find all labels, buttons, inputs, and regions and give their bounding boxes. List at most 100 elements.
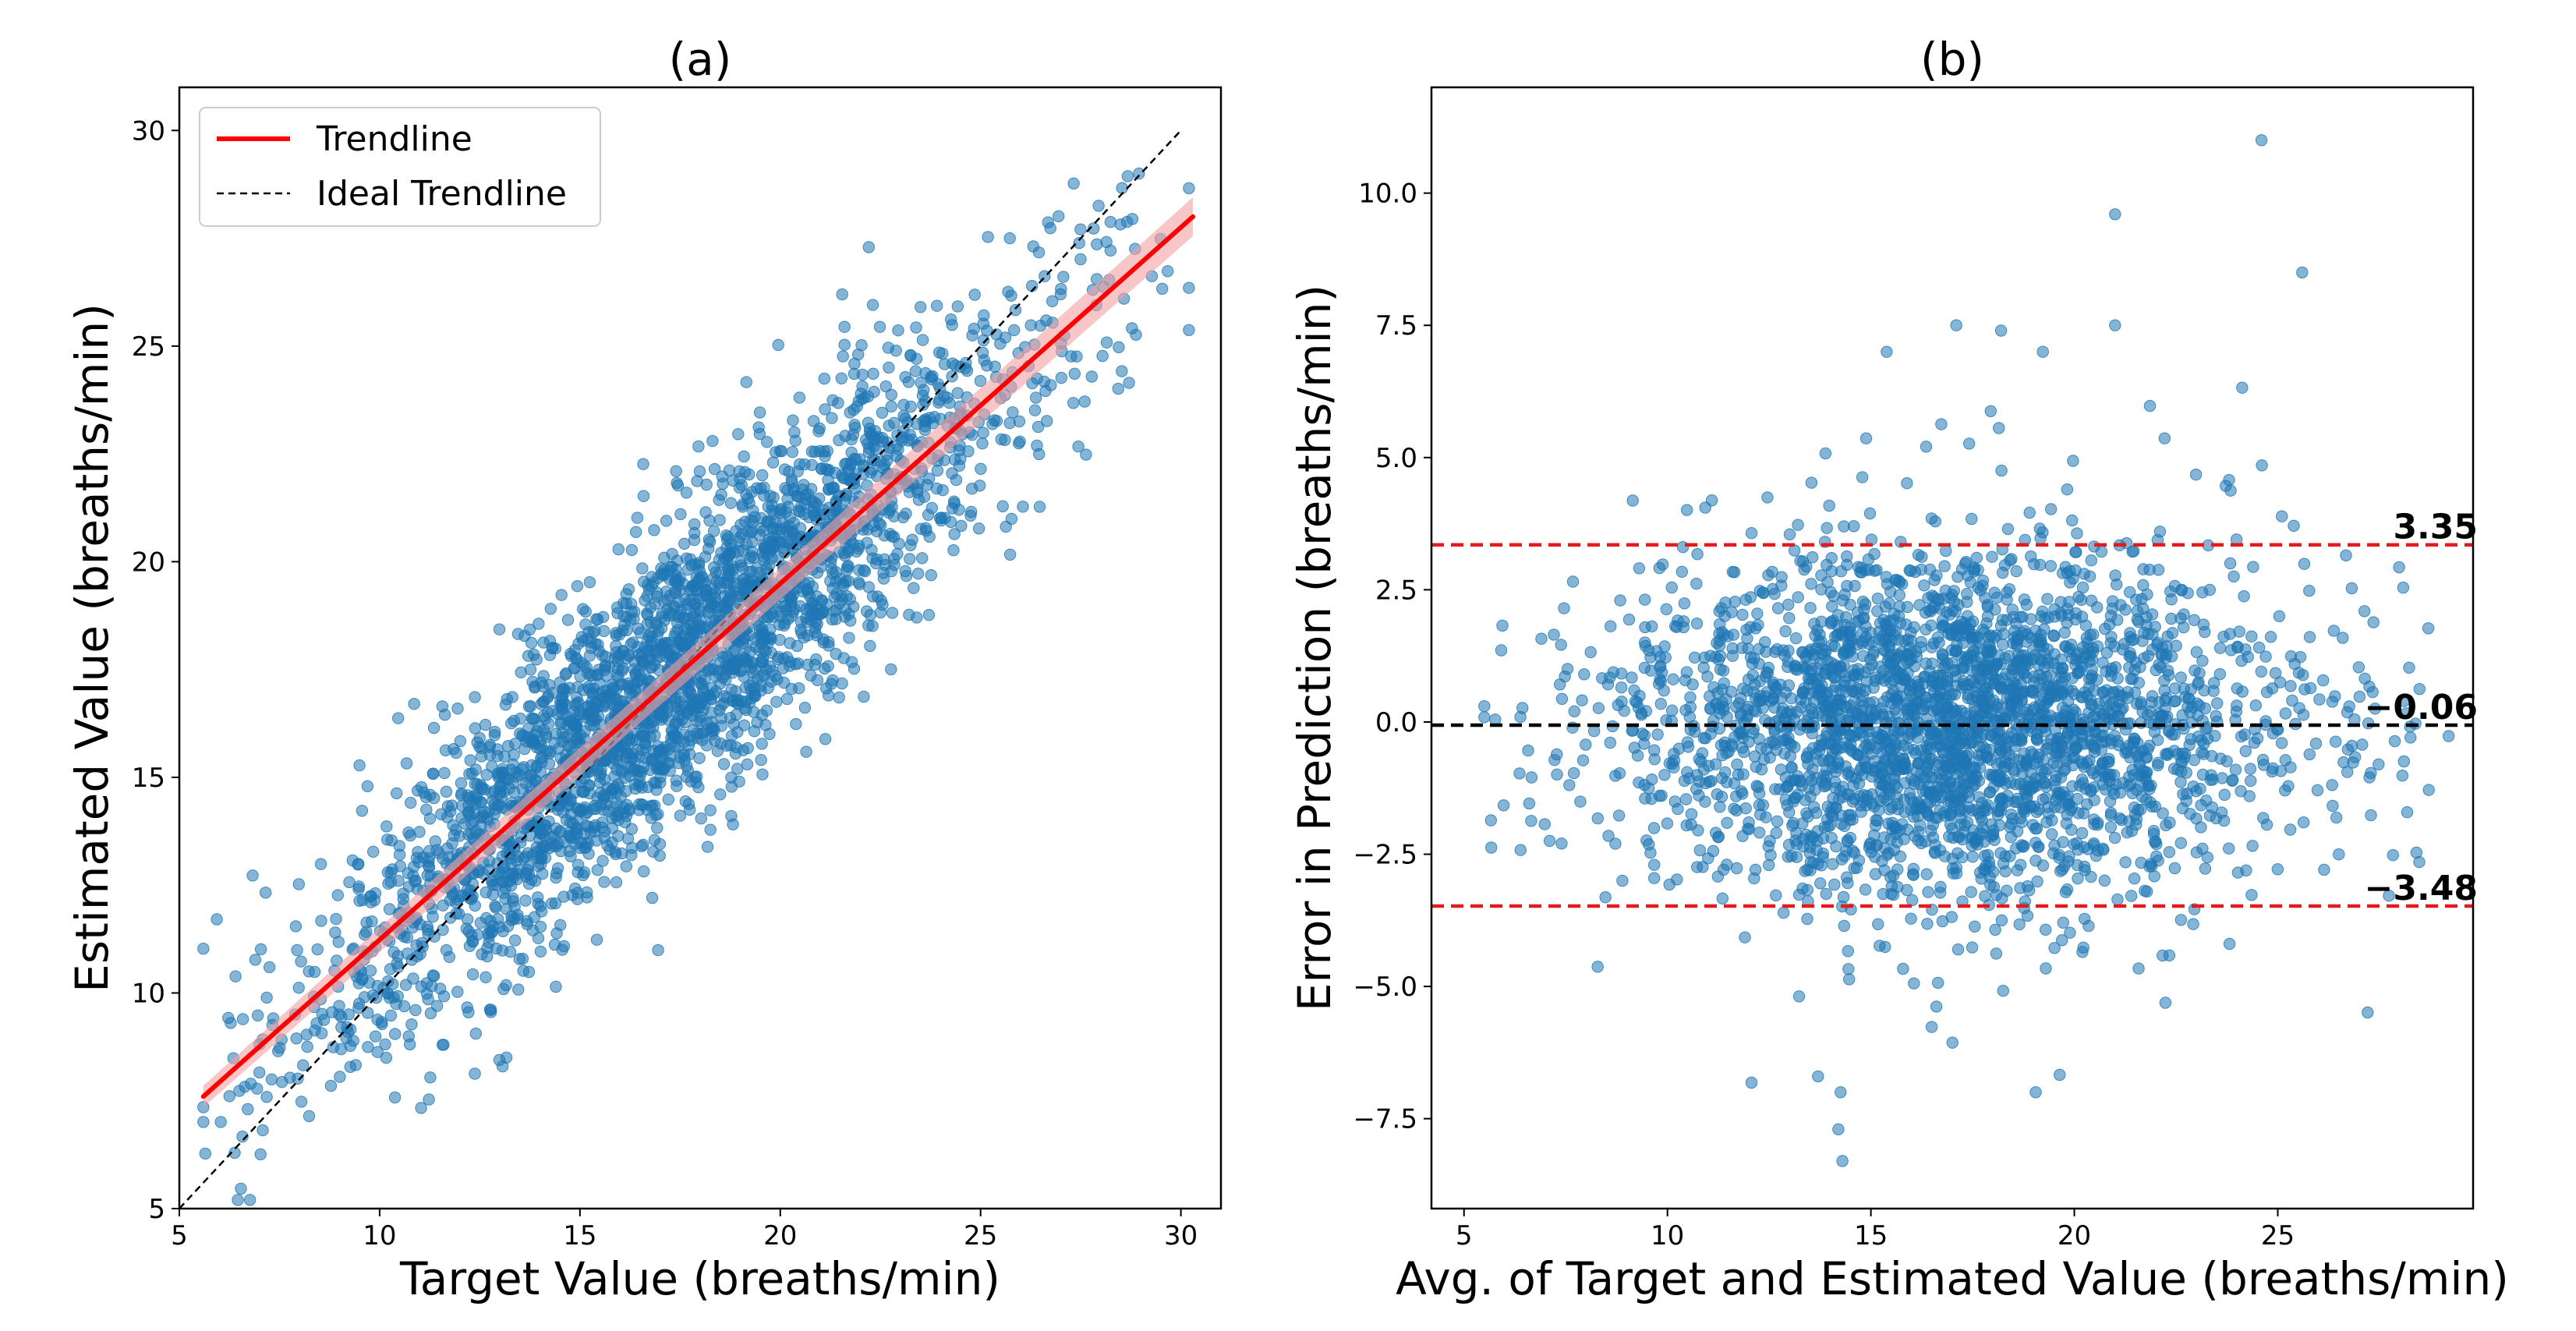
- scatter-point: [1995, 914, 2008, 927]
- scatter-point: [911, 568, 925, 580]
- scatter-point: [648, 524, 660, 536]
- scatter-point: [402, 867, 415, 880]
- scatter-point: [612, 543, 625, 556]
- scatter-point: [1995, 464, 2008, 477]
- scatter-point: [533, 618, 545, 630]
- scatter-point: [430, 1000, 444, 1012]
- scatter-point: [331, 889, 344, 901]
- scatter-point: [2224, 484, 2237, 497]
- scatter-point: [2260, 819, 2273, 831]
- scatter-point: [616, 766, 628, 779]
- scatter-point: [1027, 240, 1040, 253]
- scatter-point: [798, 479, 810, 491]
- scatter-point: [2048, 630, 2061, 642]
- scatter-point: [1548, 628, 1560, 641]
- scatter-point: [2358, 605, 2371, 618]
- scatter-point: [674, 508, 687, 521]
- scatter-point: [2273, 610, 2286, 622]
- scatter-point: [2083, 570, 2097, 582]
- scatter-point: [883, 361, 895, 374]
- scatter-point: [2174, 837, 2188, 849]
- scatter-point: [426, 767, 440, 780]
- scatter-point: [858, 690, 870, 703]
- scatter-point: [994, 338, 1007, 350]
- y-tick-label: 5: [148, 1194, 165, 1225]
- scatter-point: [352, 858, 365, 870]
- scatter-point: [2125, 650, 2137, 663]
- scatter-point: [2256, 459, 2268, 472]
- scatter-point: [610, 876, 623, 889]
- scatter-point: [501, 692, 513, 706]
- scatter-point: [1028, 404, 1042, 416]
- scatter-point: [854, 453, 866, 465]
- scatter-point: [569, 718, 582, 731]
- scatter-point: [899, 412, 911, 425]
- scatter-point: [826, 562, 838, 575]
- scatter-point: [2168, 862, 2181, 875]
- scatter-point: [2117, 643, 2129, 656]
- scatter-point: [2075, 660, 2088, 673]
- scatter-point: [1568, 766, 1580, 780]
- scatter-point: [1874, 940, 1886, 952]
- scatter-point: [596, 821, 608, 834]
- scatter-point: [809, 606, 821, 618]
- scatter-point: [583, 650, 596, 662]
- scatter-point: [733, 465, 745, 478]
- scatter-point: [1739, 931, 1751, 943]
- scatter-point: [2178, 751, 2191, 763]
- scatter-point: [713, 494, 725, 506]
- scatter-point: [2286, 694, 2298, 707]
- scatter-point: [1113, 341, 1125, 353]
- scatter-point: [738, 450, 750, 463]
- scatter-point: [1651, 728, 1664, 741]
- scatter-point: [1578, 668, 1591, 681]
- scatter-point: [653, 849, 666, 862]
- scatter-point: [550, 980, 562, 993]
- scatter-point: [1612, 809, 1626, 822]
- scatter-point: [678, 749, 690, 761]
- scatter-point: [455, 812, 468, 824]
- scatter-point: [233, 1085, 246, 1097]
- scatter-point: [530, 653, 543, 666]
- scatter-point: [309, 1024, 321, 1037]
- scatter-point: [362, 1041, 374, 1053]
- scatter-point: [2099, 622, 2111, 635]
- scatter-point: [356, 805, 369, 817]
- scatter-point: [1584, 646, 1597, 659]
- scatter-point: [2298, 558, 2311, 570]
- scatter-point: [1821, 522, 1833, 534]
- panel-a-plot-frame: [178, 86, 1223, 1210]
- scatter-point: [635, 674, 648, 686]
- scatter-point: [977, 427, 989, 439]
- scatter-point: [466, 795, 479, 807]
- scatter-point: [1133, 167, 1145, 180]
- panel-a-x-ticks: 5 10 15 20 25 30: [171, 1209, 1198, 1251]
- scatter-point: [1792, 519, 1804, 531]
- scatter-point: [646, 891, 659, 904]
- scatter-point: [780, 505, 792, 519]
- scatter-point: [424, 1071, 437, 1084]
- scatter-point: [1057, 271, 1070, 283]
- scatter-point: [1783, 528, 1796, 540]
- scatter-point: [1156, 282, 1169, 295]
- scatter-point: [1130, 328, 1142, 341]
- scatter-point: [329, 926, 341, 939]
- scatter-point: [805, 445, 819, 458]
- scatter-point: [444, 805, 457, 818]
- scatter-point: [1009, 304, 1022, 317]
- scatter-point: [1613, 767, 1626, 780]
- scatter-point: [364, 965, 377, 977]
- scatter-point: [975, 462, 987, 475]
- scatter-point: [1936, 915, 1949, 928]
- scatter-point: [2403, 661, 2415, 674]
- scatter-point: [253, 1066, 266, 1079]
- scatter-point: [725, 730, 738, 742]
- scatter-point: [443, 851, 455, 864]
- scatter-point: [976, 437, 989, 450]
- scatter-point: [1592, 702, 1605, 714]
- scatter-point: [1736, 788, 1749, 800]
- scatter-point: [1668, 795, 1682, 808]
- scatter-point: [1644, 847, 1657, 859]
- scatter-point: [2125, 890, 2138, 902]
- scatter-point: [860, 434, 872, 446]
